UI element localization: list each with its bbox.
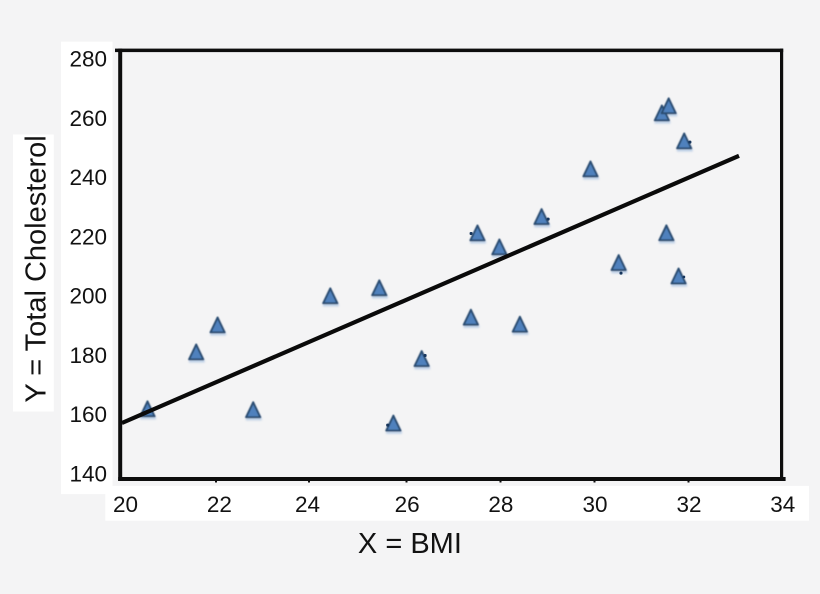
svg-text:28: 28 <box>488 492 513 517</box>
svg-text:180: 180 <box>69 343 107 368</box>
svg-text:20: 20 <box>113 492 138 517</box>
svg-text:220: 220 <box>69 224 107 249</box>
svg-text:240: 240 <box>69 165 107 190</box>
svg-text:26: 26 <box>395 492 420 517</box>
svg-text:160: 160 <box>69 402 107 427</box>
svg-text:22: 22 <box>207 492 232 517</box>
svg-text:Y = Total Cholesterol: Y = Total Cholesterol <box>21 135 53 402</box>
svg-text:280: 280 <box>69 47 107 72</box>
svg-text:24: 24 <box>295 492 320 517</box>
svg-text:200: 200 <box>69 284 107 309</box>
svg-text:34: 34 <box>770 492 795 517</box>
svg-text:260: 260 <box>69 106 107 131</box>
svg-text:32: 32 <box>676 492 701 517</box>
svg-text:30: 30 <box>582 492 607 517</box>
svg-text:140: 140 <box>69 461 107 486</box>
svg-text:X = BMI: X = BMI <box>358 528 462 560</box>
